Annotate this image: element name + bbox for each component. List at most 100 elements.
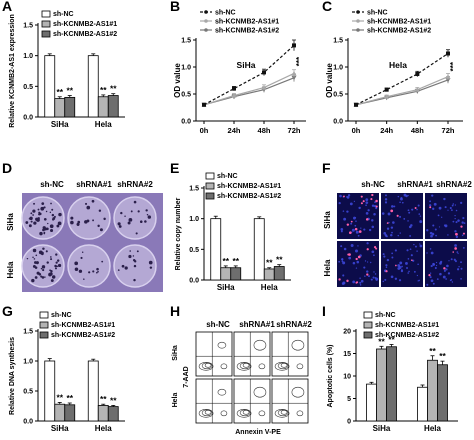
bar: [54, 98, 66, 118]
bar: [54, 403, 66, 422]
nucleus: [350, 244, 354, 247]
nucleus: [383, 255, 386, 258]
x-tick-label: 24h: [228, 126, 241, 135]
edu-positive-cell: [338, 278, 341, 281]
nucleus: [457, 252, 459, 255]
nucleus: [432, 207, 435, 210]
data-point: [261, 85, 267, 90]
nucleus: [390, 275, 394, 279]
nucleus: [373, 212, 376, 216]
edu-positive-cell: [346, 279, 349, 283]
colony: [48, 272, 52, 277]
data-point: [354, 102, 358, 107]
edu-positive-cell: [349, 231, 352, 235]
apoptotic-contour: [253, 386, 267, 398]
nucleus: [400, 197, 403, 201]
nucleus: [357, 234, 360, 237]
colony: [50, 202, 52, 205]
colony-plates-image: sh-NC shRNA#1 shRNA#2 SiHa Hela: [6, 180, 163, 292]
colony: [145, 209, 148, 212]
panel-label-e: E: [170, 160, 180, 176]
panel-label-i: I: [322, 303, 326, 319]
data-point: [232, 86, 236, 91]
nucleus: [374, 276, 377, 279]
x-tick-label: 48h: [411, 126, 424, 135]
nucleus: [430, 251, 434, 255]
y-tick-label: 0.0: [181, 119, 191, 126]
nucleus: [417, 280, 419, 282]
bar: [417, 386, 428, 422]
nucleus: [397, 234, 399, 237]
col-label-d-3: shRNA#2: [117, 180, 153, 189]
y-tick-label: 0.5: [181, 92, 191, 99]
colony: [77, 220, 81, 224]
y-axis-label: OD value: [325, 63, 334, 98]
colony: [39, 231, 43, 236]
nucleus: [417, 263, 419, 266]
colony: [127, 221, 131, 225]
nucleus: [400, 269, 404, 273]
y-tick-label: 0.0: [333, 119, 343, 126]
colony: [40, 267, 43, 270]
nucleus: [431, 232, 435, 236]
legend-marker: [204, 28, 208, 32]
panel-label-h: H: [170, 303, 181, 319]
nucleus: [352, 261, 356, 265]
panel-label-d: D: [2, 160, 13, 176]
significance-label: **: [429, 346, 436, 356]
nucleus: [445, 278, 447, 280]
nucleus: [385, 266, 388, 268]
significance-label: **: [222, 256, 229, 266]
colony: [43, 206, 46, 209]
colony: [99, 228, 103, 232]
edu-positive-cell: [343, 195, 345, 198]
edu-positive-cell: [362, 200, 365, 203]
bar: [44, 360, 56, 422]
nucleus: [382, 280, 385, 283]
nucleus: [386, 227, 390, 230]
edu-positive-cell: [365, 218, 369, 221]
nucleus: [454, 204, 457, 206]
nucleus: [416, 208, 418, 211]
colony: [136, 250, 139, 253]
nucleus: [363, 266, 366, 269]
nucleus: [458, 266, 460, 268]
nucleus: [407, 258, 410, 260]
nucleus: [342, 281, 346, 285]
significance-label: **: [266, 258, 273, 268]
nucleus: [454, 244, 457, 247]
nucleus: [408, 270, 410, 273]
bar: [87, 360, 99, 422]
nucleus: [460, 201, 463, 204]
nucleus: [354, 224, 357, 227]
nucleus: [384, 201, 388, 204]
colony: [25, 221, 29, 224]
y-tick-label: 1.0: [23, 359, 33, 366]
x-tick-label: Hela: [95, 424, 112, 433]
nucleus: [451, 204, 454, 207]
nucleus: [371, 204, 375, 207]
colony: [51, 208, 54, 211]
legend-label: sh-KCNMB2-AS1#2: [375, 332, 439, 339]
significance-label: **: [388, 335, 395, 345]
nucleus: [448, 260, 450, 262]
nucleus: [452, 220, 455, 223]
edu-positive-cell: [358, 230, 362, 233]
colony: [121, 264, 125, 268]
nucleus: [342, 210, 345, 212]
nucleus: [391, 252, 394, 255]
colony: [42, 247, 45, 250]
colony: [117, 222, 121, 226]
x-tick-label: 48h: [258, 126, 271, 135]
edu-positive-cell: [386, 222, 389, 224]
nucleus: [339, 194, 342, 198]
population-contour: [204, 363, 212, 368]
population-contour: [239, 362, 251, 370]
colony: [86, 205, 91, 210]
nucleus: [355, 230, 359, 234]
panel-label-b: B: [170, 0, 181, 14]
nucleus: [454, 217, 456, 220]
nucleus: [347, 194, 351, 197]
row-label-h-2: Hela: [172, 393, 179, 408]
significance-label: ***: [295, 56, 304, 66]
